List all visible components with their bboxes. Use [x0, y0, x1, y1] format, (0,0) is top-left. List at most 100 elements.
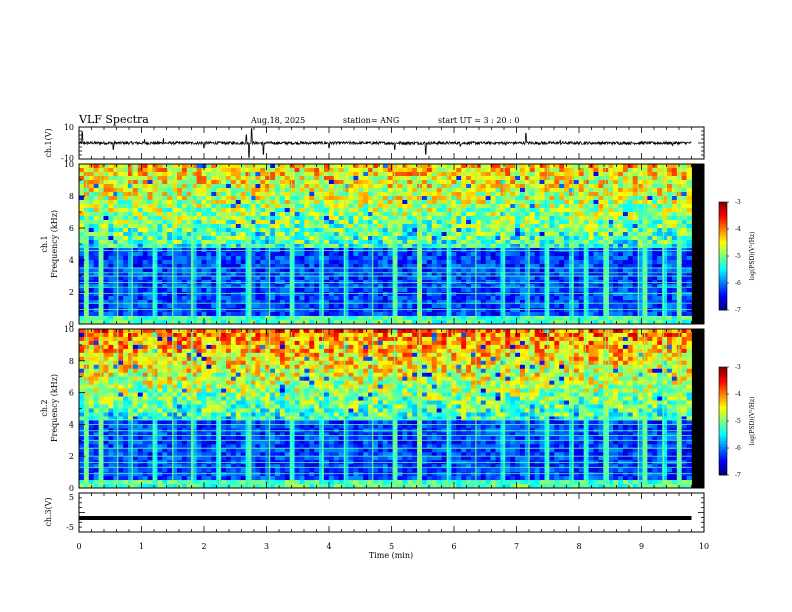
spectrogram-cell	[167, 260, 173, 265]
spectrogram-cell	[412, 196, 418, 201]
spectrogram-cell	[363, 236, 369, 241]
spectrogram-cell	[196, 288, 202, 293]
spectrogram-cell	[338, 296, 344, 301]
spectrogram-cell	[128, 240, 134, 245]
spectrogram-cell	[137, 304, 144, 309]
spectrogram-cell	[456, 308, 462, 313]
spectrogram-cell	[510, 296, 516, 301]
spectrogram-cell	[490, 244, 496, 249]
spectrogram-cell	[569, 276, 575, 281]
spectrogram-cell	[270, 300, 276, 305]
spectrogram-cell	[569, 268, 575, 273]
spectrogram-cell	[265, 168, 271, 173]
spectrogram-cell	[520, 276, 526, 281]
spectrogram-cell	[422, 244, 428, 249]
spectrogram-cell	[157, 200, 163, 205]
spectrogram-cell	[128, 320, 134, 325]
spectrogram-cell	[221, 288, 227, 293]
spectrogram-cell	[196, 172, 202, 177]
spectrogram-cell	[167, 304, 173, 309]
spectrogram-cell	[598, 164, 604, 169]
spectrogram-cell	[622, 224, 629, 229]
spectrogram-cell	[500, 208, 506, 213]
spectrogram-cell	[475, 224, 482, 229]
spectrogram-cell	[147, 216, 153, 221]
spectrogram-cell	[319, 200, 325, 205]
spectrogram-cell	[662, 296, 668, 301]
spectrogram-cell	[456, 188, 462, 193]
spectrogram-cell	[186, 300, 193, 305]
spectrogram-cell	[539, 276, 545, 281]
spectrogram-cell	[177, 244, 183, 249]
spectrogram-cell	[397, 212, 403, 217]
spectrogram-cell	[578, 244, 585, 249]
spectrogram-cell	[539, 300, 545, 305]
spectrogram-cell	[108, 320, 114, 325]
spectrogram-cell	[397, 272, 403, 277]
spectrogram-cell	[309, 244, 315, 249]
spectrogram-cell	[221, 204, 227, 209]
spectrogram-cell	[255, 312, 261, 317]
spectrogram-cell	[255, 232, 261, 237]
spectrogram-cell	[255, 256, 261, 261]
spectrogram-cell	[226, 220, 232, 225]
spectrogram-cell	[270, 172, 276, 177]
spectrogram-cell	[260, 204, 266, 209]
spectrogram-cell	[221, 252, 227, 257]
spectrogram-cell	[490, 184, 496, 189]
spectrogram-cell	[505, 312, 511, 317]
spectrogram-cell	[250, 212, 256, 217]
spectrogram-cell	[485, 168, 491, 173]
spectrogram-cell	[142, 260, 148, 265]
spectrogram-cell	[382, 244, 389, 249]
spectrogram-cell	[152, 300, 158, 305]
spectrogram-cell	[250, 268, 256, 273]
spectrogram-cell	[446, 216, 452, 221]
spectrogram-cell	[657, 168, 663, 173]
spectrogram-cell	[559, 180, 565, 185]
spectrogram-cell	[407, 300, 413, 305]
spectrogram-cell	[667, 184, 673, 189]
spectrogram-cell	[260, 312, 266, 317]
spectrogram-cell	[402, 260, 408, 265]
spectrogram-cell	[652, 188, 658, 193]
spectrogram-cell	[186, 216, 193, 221]
spectrogram-cell	[657, 260, 663, 265]
spectrogram-cell	[363, 296, 369, 301]
spectrogram-cell	[319, 244, 325, 249]
spectrogram-cell	[475, 220, 482, 225]
spectrogram-cell	[348, 264, 354, 269]
spectrogram-cell	[294, 284, 300, 289]
spectrogram-cell	[637, 232, 643, 237]
spectrogram-cell	[475, 264, 482, 269]
spectrogram-cell	[407, 256, 413, 261]
spectrogram-cell	[250, 220, 256, 225]
spectrogram-cell	[392, 208, 398, 213]
spectrogram-cell	[500, 240, 506, 245]
spectrogram-cell	[647, 320, 653, 325]
spectrogram-cell	[319, 164, 325, 169]
spectrogram-cell	[407, 244, 413, 249]
spectrogram-cell	[206, 288, 212, 293]
spectrogram-cell	[495, 164, 501, 169]
spectrogram-cell	[495, 192, 501, 197]
spectrogram-cell	[569, 312, 575, 317]
spectrogram-cell	[348, 276, 354, 281]
spectrogram-cell	[475, 172, 482, 177]
spectrogram-cell	[480, 180, 487, 185]
ch1-waveform-ticks	[78, 126, 705, 160]
spectrogram-cell	[539, 288, 545, 293]
spectrogram-cell	[108, 224, 114, 229]
spectrogram-cell	[196, 228, 202, 233]
spectrogram-cell	[216, 308, 222, 313]
spectrogram-cell	[662, 232, 668, 237]
spectrogram-cell	[167, 196, 173, 201]
spectrogram-cell	[510, 300, 516, 305]
spectrogram-cell	[299, 292, 305, 297]
spectrogram-cell	[157, 276, 163, 281]
spectrogram-cell	[515, 292, 521, 297]
spectrogram-cell	[485, 256, 491, 261]
spectrogram-cell	[422, 268, 428, 273]
spectrogram-cell	[485, 196, 491, 201]
spectrogram-cell	[422, 176, 428, 181]
